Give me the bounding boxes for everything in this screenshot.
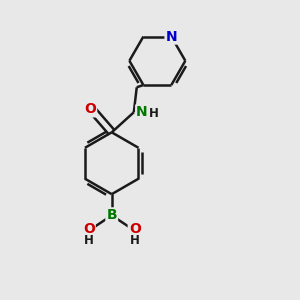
Text: O: O xyxy=(83,223,95,236)
Text: N: N xyxy=(166,30,177,44)
Text: H: H xyxy=(84,234,94,247)
Text: H: H xyxy=(149,107,159,120)
Text: B: B xyxy=(106,208,117,222)
Text: N: N xyxy=(136,105,148,119)
Text: O: O xyxy=(84,102,96,116)
Text: O: O xyxy=(129,223,141,236)
Text: H: H xyxy=(130,234,140,247)
